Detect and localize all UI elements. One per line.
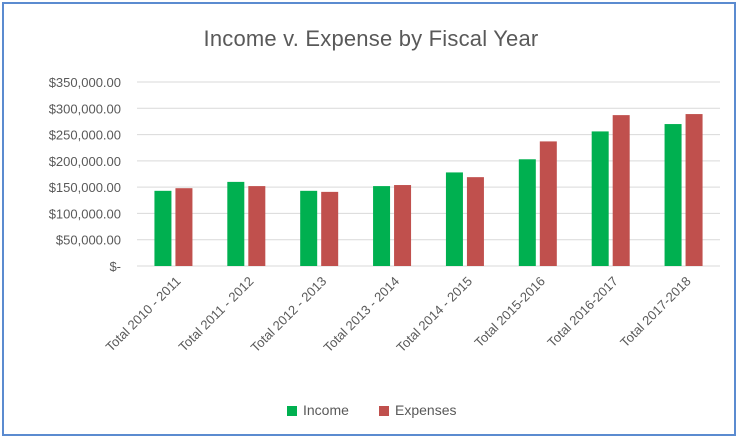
income-bar xyxy=(445,172,463,266)
income-bar xyxy=(664,124,682,266)
x-tick-label: Total 2011 - 2012 xyxy=(175,274,256,355)
income-bar xyxy=(373,186,391,266)
expenses-bar xyxy=(394,185,412,266)
expenses-bar xyxy=(612,115,630,267)
income-bar xyxy=(591,131,609,266)
income-bar xyxy=(518,159,536,266)
x-tick-label: Total 2015-2016 xyxy=(471,274,548,351)
expenses-bar xyxy=(539,141,557,266)
expenses-bar xyxy=(175,188,193,266)
x-tick-label: Total 2017-2018 xyxy=(617,274,694,351)
x-tick-label: Total 2012 - 2013 xyxy=(248,274,330,356)
y-tick-label: $- xyxy=(109,259,121,274)
income-bar xyxy=(227,181,245,266)
chart-title: Income v. Expense by Fiscal Year xyxy=(203,26,539,51)
y-tick-label: $100,000.00 xyxy=(49,206,121,221)
y-tick-label: $200,000.00 xyxy=(49,154,121,169)
expenses-bar xyxy=(685,114,703,266)
x-tick-label: Total 2013 - 2014 xyxy=(321,274,403,356)
expenses-bar xyxy=(248,186,266,266)
expenses-bar xyxy=(466,177,484,266)
legend-label-income: Income xyxy=(303,402,349,418)
x-tick-label: Total 2010 - 2011 xyxy=(103,274,184,355)
legend-swatch-income xyxy=(287,406,297,416)
income-bar xyxy=(300,190,318,266)
expenses-bar xyxy=(321,191,339,266)
y-tick-label: $250,000.00 xyxy=(49,128,121,143)
x-tick-label: Total 2014 - 2015 xyxy=(393,274,475,356)
y-tick-label: $350,000.00 xyxy=(49,75,121,90)
legend-label-expenses: Expenses xyxy=(395,402,456,418)
legend-swatch-expenses xyxy=(379,406,389,416)
x-tick-label: Total 2016-2017 xyxy=(544,274,621,351)
y-tick-label: $150,000.00 xyxy=(49,180,121,195)
income-bar xyxy=(154,190,172,266)
y-tick-label: $50,000.00 xyxy=(56,233,121,248)
y-tick-label: $300,000.00 xyxy=(49,101,121,116)
